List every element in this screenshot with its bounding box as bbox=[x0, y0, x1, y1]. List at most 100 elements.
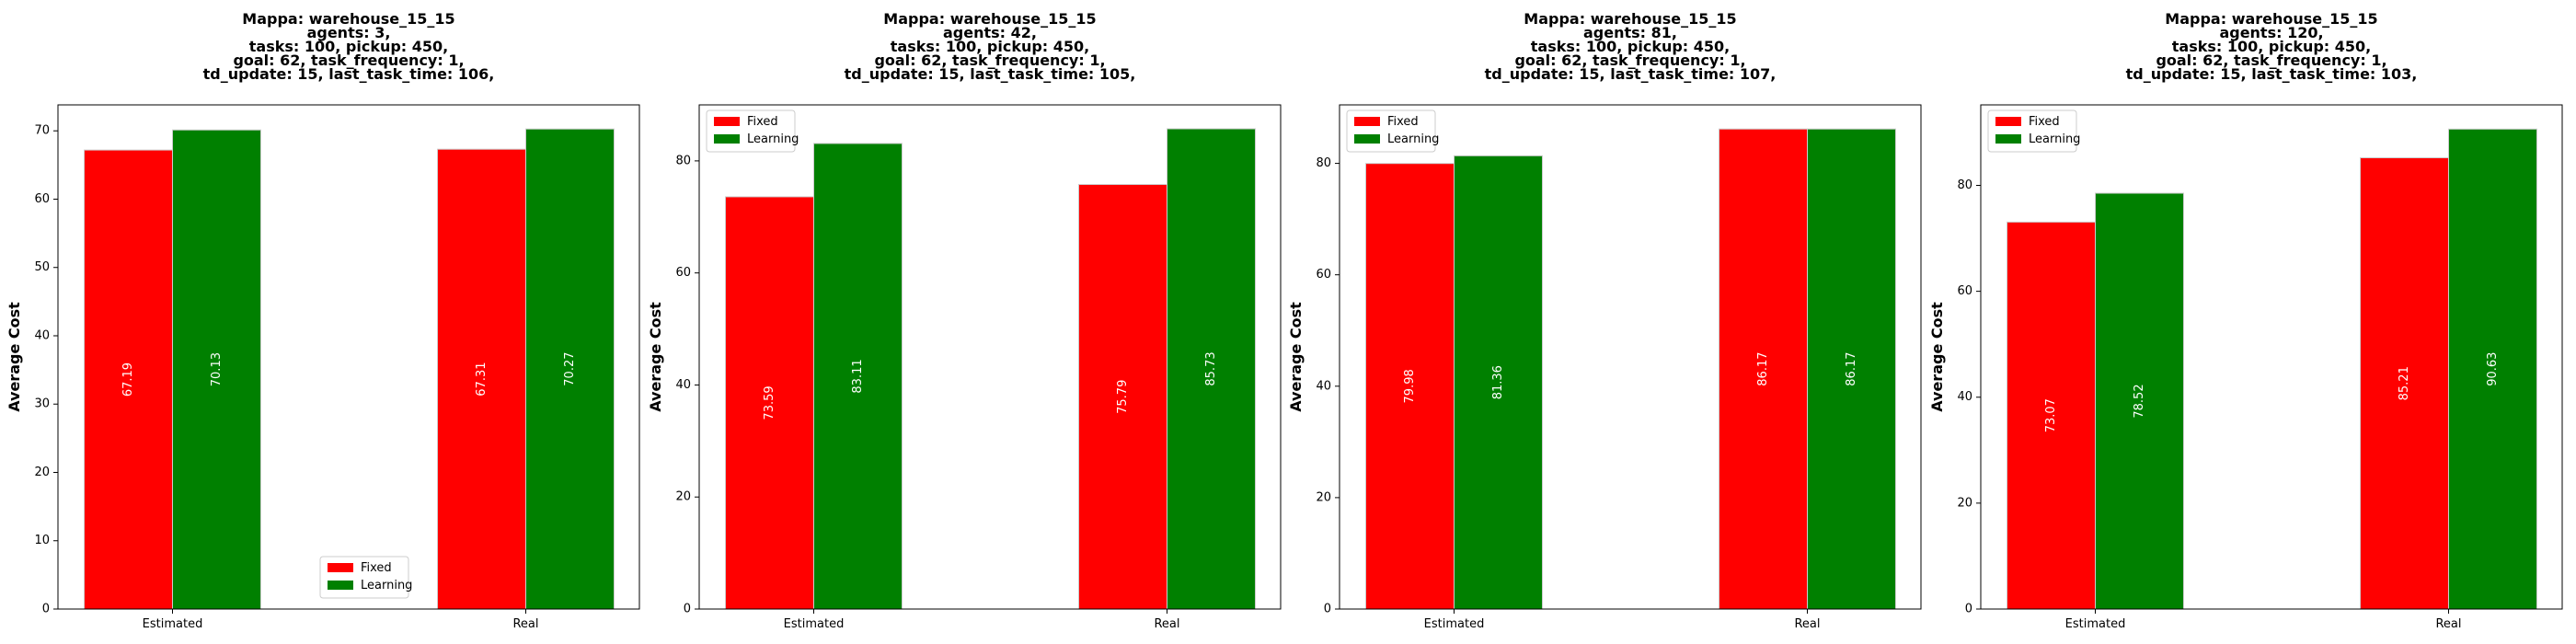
bar-value-label: 83.11 bbox=[851, 359, 865, 393]
y-tick-label: 80 bbox=[675, 154, 691, 167]
legend-swatch-learning bbox=[1995, 134, 2021, 144]
bar-value-label: 73.59 bbox=[763, 385, 776, 420]
chart-title-line: td_update: 15, last_task_time: 107, bbox=[1485, 65, 1777, 83]
bar-value-label: 75.79 bbox=[1116, 380, 1130, 414]
y-tick-label: 0 bbox=[42, 603, 50, 616]
bar-fixed-real bbox=[1719, 128, 1808, 610]
y-tick-label: 40 bbox=[34, 328, 50, 342]
x-tick-label: Estimated bbox=[143, 617, 203, 631]
chart-title-line: goal: 62, task_frequency: 1, bbox=[233, 52, 464, 69]
y-axis-label: Average Cost bbox=[647, 302, 664, 412]
chart-title-line: agents: 120, bbox=[2219, 24, 2323, 41]
chart-title-line: goal: 62, task_frequency: 1, bbox=[2156, 52, 2386, 69]
legend-swatch-fixed bbox=[1995, 117, 2021, 126]
chart-title-line: goal: 62, task_frequency: 1, bbox=[874, 52, 1105, 69]
bar-value-label: 70.27 bbox=[563, 351, 577, 385]
bar-value-label: 85.21 bbox=[2398, 366, 2411, 400]
legend-label-learning: Learning bbox=[747, 132, 799, 146]
plot-frame bbox=[1980, 104, 2563, 610]
chart-title-line: agents: 3, bbox=[307, 24, 391, 41]
bar-learning-estimated bbox=[813, 143, 903, 610]
legend-label-learning: Learning bbox=[361, 579, 412, 592]
bar-value-label: 78.52 bbox=[2133, 384, 2146, 418]
chart-title-line: tasks: 100, pickup: 450, bbox=[249, 38, 449, 55]
y-tick-label: 0 bbox=[1324, 603, 1331, 616]
chart-title-line: tasks: 100, pickup: 450, bbox=[1531, 38, 1731, 55]
bar-learning-estimated bbox=[1454, 155, 1543, 610]
legend-swatch-fixed bbox=[328, 563, 353, 572]
chart-title-line: agents: 42, bbox=[943, 24, 1037, 41]
y-tick-label: 60 bbox=[34, 192, 50, 206]
bar-learning-real bbox=[1807, 128, 1896, 610]
bar-value-label: 86.17 bbox=[1756, 352, 1770, 386]
legend-label-learning: Learning bbox=[1387, 132, 1439, 146]
chart-title-line: tasks: 100, pickup: 450, bbox=[2172, 38, 2372, 55]
bar-fixed-estimated bbox=[725, 196, 814, 610]
y-axis-label: Average Cost bbox=[6, 302, 23, 412]
y-tick-label: 0 bbox=[684, 603, 691, 616]
chart-title-line: tasks: 100, pickup: 450, bbox=[891, 38, 1090, 55]
y-tick-label: 50 bbox=[34, 260, 50, 274]
x-tick-label: Real bbox=[1154, 617, 1179, 631]
bar-value-label: 90.63 bbox=[2486, 352, 2500, 386]
chart-title-line: td_update: 15, last_task_time: 106, bbox=[203, 65, 495, 83]
bar-learning-real bbox=[1167, 128, 1256, 610]
x-tick-label: Real bbox=[2435, 617, 2461, 631]
legend: Fixed Learning bbox=[319, 556, 412, 599]
y-tick-label: 10 bbox=[34, 534, 50, 547]
plot-frame bbox=[57, 104, 640, 610]
bar-value-label: 79.98 bbox=[1403, 369, 1417, 403]
legend-swatch-fixed bbox=[1354, 117, 1380, 126]
legend-label-fixed: Fixed bbox=[2029, 115, 2060, 129]
chart-title-line: td_update: 15, last_task_time: 105, bbox=[845, 65, 1136, 83]
y-tick-label: 0 bbox=[1965, 603, 1972, 616]
bar-value-label: 67.19 bbox=[121, 362, 135, 397]
legend-label-fixed: Fixed bbox=[1387, 115, 1419, 129]
chart-title-line: td_update: 15, last_task_time: 103, bbox=[2126, 65, 2418, 83]
x-tick-label: Estimated bbox=[784, 617, 845, 631]
chart-title-line: agents: 81, bbox=[1583, 24, 1677, 41]
bar-value-label: 85.73 bbox=[1204, 351, 1218, 385]
y-tick-label: 60 bbox=[675, 266, 691, 280]
y-tick-label: 60 bbox=[1957, 284, 1972, 298]
bar-value-label: 73.07 bbox=[2044, 398, 2058, 432]
legend: Fixed Learning bbox=[1346, 109, 1439, 153]
bar-learning-real bbox=[525, 128, 615, 610]
y-tick-label: 60 bbox=[1316, 268, 1331, 282]
bar-learning-estimated bbox=[172, 129, 261, 610]
legend-swatch-learning bbox=[714, 134, 740, 144]
y-tick-label: 20 bbox=[675, 490, 691, 504]
y-axis-label: Average Cost bbox=[1928, 302, 1946, 412]
y-tick-label: 40 bbox=[675, 378, 691, 392]
chart-title-line: Mappa: warehouse_15_15 bbox=[1524, 10, 1736, 28]
bar-fixed-real bbox=[1078, 184, 1167, 610]
bar-learning-real bbox=[2448, 128, 2537, 610]
bar-value-label: 67.31 bbox=[475, 362, 489, 396]
legend: Fixed Learning bbox=[706, 109, 799, 153]
plot-frame bbox=[698, 104, 1282, 610]
x-tick-label: Real bbox=[1794, 617, 1820, 631]
x-tick-label: Real bbox=[512, 617, 538, 631]
legend: Fixed Learning bbox=[1987, 109, 2080, 153]
bar-value-label: 70.13 bbox=[210, 352, 224, 386]
y-tick-label: 40 bbox=[1316, 379, 1331, 393]
legend-label-fixed: Fixed bbox=[747, 115, 778, 129]
y-tick-label: 40 bbox=[1957, 390, 1972, 404]
bar-value-label: 86.17 bbox=[1845, 352, 1858, 386]
chart-title-line: goal: 62, task_frequency: 1, bbox=[1514, 52, 1745, 69]
y-tick-label: 80 bbox=[1957, 178, 1972, 192]
bar-learning-estimated bbox=[2095, 192, 2184, 610]
x-tick-label: Estimated bbox=[2065, 617, 2126, 631]
legend-swatch-fixed bbox=[714, 117, 740, 126]
legend-label-learning: Learning bbox=[2029, 132, 2080, 146]
y-tick-label: 20 bbox=[34, 466, 50, 479]
y-tick-label: 80 bbox=[1316, 156, 1331, 170]
bar-value-label: 81.36 bbox=[1491, 365, 1505, 399]
chart-title-line: Mappa: warehouse_15_15 bbox=[242, 10, 454, 28]
bar-fixed-estimated bbox=[1365, 163, 1455, 610]
bar-fixed-real bbox=[437, 148, 526, 610]
